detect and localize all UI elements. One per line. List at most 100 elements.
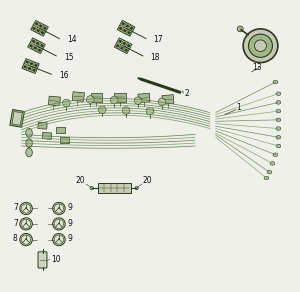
- Bar: [48, 96, 61, 106]
- Circle shape: [110, 96, 118, 104]
- Bar: [38, 122, 47, 129]
- Bar: [124, 48, 128, 52]
- Text: 16: 16: [59, 71, 68, 80]
- Text: 7: 7: [13, 204, 18, 212]
- Ellipse shape: [26, 139, 32, 147]
- Bar: [10, 110, 24, 127]
- Text: 9: 9: [67, 219, 72, 228]
- Text: 8: 8: [13, 234, 18, 244]
- Text: 9: 9: [67, 204, 72, 212]
- Bar: [118, 39, 122, 43]
- Bar: [117, 20, 135, 36]
- Ellipse shape: [276, 101, 281, 104]
- Circle shape: [26, 238, 27, 239]
- Circle shape: [58, 207, 60, 208]
- Circle shape: [20, 202, 32, 215]
- Ellipse shape: [26, 128, 32, 137]
- Bar: [123, 29, 127, 32]
- Bar: [31, 20, 48, 36]
- Circle shape: [21, 219, 31, 228]
- Bar: [116, 44, 119, 48]
- Bar: [40, 31, 44, 35]
- Bar: [30, 62, 33, 65]
- Bar: [121, 22, 125, 26]
- Circle shape: [54, 235, 64, 244]
- Bar: [127, 31, 131, 35]
- Circle shape: [122, 107, 130, 114]
- Bar: [162, 95, 174, 104]
- Bar: [91, 93, 102, 102]
- Text: 20: 20: [76, 176, 85, 185]
- Bar: [36, 42, 40, 45]
- Circle shape: [58, 223, 60, 224]
- Bar: [119, 27, 122, 30]
- Bar: [28, 67, 31, 70]
- Bar: [36, 29, 40, 32]
- Ellipse shape: [273, 80, 278, 84]
- Bar: [32, 69, 36, 72]
- Ellipse shape: [276, 110, 281, 113]
- Bar: [22, 59, 39, 74]
- Circle shape: [53, 234, 65, 246]
- Bar: [130, 26, 134, 30]
- Bar: [98, 183, 130, 193]
- Circle shape: [248, 34, 272, 57]
- Circle shape: [62, 99, 70, 107]
- Bar: [32, 27, 36, 30]
- Circle shape: [54, 204, 64, 213]
- Circle shape: [20, 218, 32, 230]
- Ellipse shape: [26, 148, 32, 157]
- Text: 7: 7: [13, 219, 18, 228]
- Text: 1: 1: [237, 103, 241, 112]
- Ellipse shape: [276, 135, 281, 139]
- Bar: [127, 44, 130, 47]
- Circle shape: [243, 29, 278, 62]
- Bar: [29, 44, 33, 48]
- Circle shape: [21, 204, 31, 213]
- Circle shape: [58, 238, 60, 239]
- Ellipse shape: [276, 92, 281, 95]
- Bar: [12, 112, 22, 125]
- Bar: [39, 24, 43, 28]
- Ellipse shape: [264, 176, 269, 180]
- Ellipse shape: [267, 171, 272, 174]
- Circle shape: [146, 107, 154, 115]
- Circle shape: [237, 26, 243, 32]
- Circle shape: [26, 223, 27, 224]
- FancyBboxPatch shape: [38, 252, 47, 268]
- Circle shape: [54, 219, 64, 228]
- Bar: [28, 38, 45, 54]
- Bar: [72, 92, 84, 101]
- Circle shape: [158, 98, 166, 106]
- Circle shape: [134, 97, 142, 105]
- Bar: [38, 48, 41, 52]
- Circle shape: [254, 40, 266, 52]
- Bar: [122, 42, 126, 45]
- Ellipse shape: [270, 162, 275, 165]
- Bar: [42, 132, 52, 139]
- Ellipse shape: [273, 153, 278, 157]
- Text: 20: 20: [142, 176, 152, 185]
- Bar: [138, 93, 150, 103]
- Ellipse shape: [276, 127, 281, 130]
- Bar: [56, 127, 65, 133]
- Bar: [35, 22, 38, 26]
- Circle shape: [135, 186, 138, 190]
- Bar: [25, 60, 29, 64]
- Bar: [23, 65, 27, 69]
- Text: 15: 15: [64, 53, 74, 62]
- Text: 2: 2: [184, 89, 189, 98]
- Text: 10: 10: [52, 256, 61, 265]
- Circle shape: [53, 218, 65, 230]
- Bar: [115, 93, 126, 102]
- Bar: [32, 39, 35, 43]
- Text: 17: 17: [153, 36, 163, 44]
- Text: 14: 14: [67, 36, 76, 44]
- Circle shape: [20, 234, 32, 246]
- Circle shape: [26, 207, 27, 208]
- Circle shape: [90, 186, 94, 190]
- Text: 13: 13: [253, 62, 262, 72]
- Text: 9: 9: [67, 234, 72, 244]
- Ellipse shape: [276, 118, 281, 121]
- Circle shape: [53, 202, 65, 215]
